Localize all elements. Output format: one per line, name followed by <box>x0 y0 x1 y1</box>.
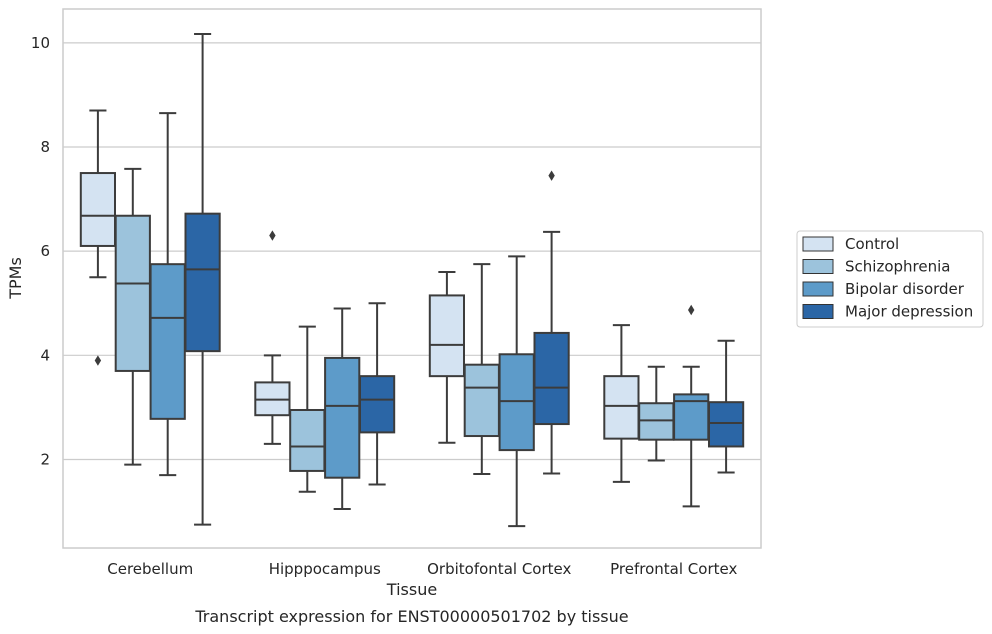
y-tick-label: 8 <box>40 138 50 156</box>
box-iqr <box>184 212 221 353</box>
box-major-depression <box>533 170 570 475</box>
legend-entry: Bipolar disorder <box>845 280 965 298</box>
box-iqr <box>498 353 535 452</box>
box-control <box>603 324 640 483</box>
outlier-point <box>269 230 276 241</box>
plot-area-frame <box>62 8 762 549</box>
box-iqr <box>428 294 466 378</box>
box-iqr <box>79 172 117 247</box>
box-groups <box>79 32 745 528</box>
x-axis-label: Tissue <box>386 580 437 599</box>
legend-swatch <box>802 281 834 297</box>
legend-entry: Major depression <box>845 303 973 321</box>
box-control <box>254 230 291 445</box>
outlier-point <box>548 170 555 181</box>
box-iqr <box>289 408 326 472</box>
box-major-depression <box>358 302 396 486</box>
x-tick-label: Hipppocampus <box>269 560 381 578</box>
box-major-depression <box>184 32 221 526</box>
box-iqr <box>114 214 151 372</box>
box-iqr <box>533 331 570 426</box>
legend-swatch <box>802 236 834 252</box>
y-tick-label: 2 <box>40 450 50 468</box>
box-iqr <box>638 402 675 441</box>
box-bipolar-disorder <box>324 307 361 510</box>
box-iqr <box>707 401 745 448</box>
box-iqr <box>324 356 361 479</box>
legend-entry: Control <box>845 235 899 253</box>
y-tick-label: 4 <box>40 346 50 364</box>
y-tick-label: 10 <box>31 34 50 52</box>
box-iqr <box>463 363 500 438</box>
box-bipolar-disorder <box>498 255 535 528</box>
box-bipolar-disorder <box>673 304 710 508</box>
box-iqr <box>358 375 396 434</box>
box-control <box>79 109 117 366</box>
chart-caption: Transcript expression for ENST0000050170… <box>194 607 628 626</box>
legend-swatch <box>802 259 834 274</box>
box-schizophrenia <box>463 263 500 476</box>
legend-frame <box>796 230 984 328</box>
box-schizophrenia <box>289 325 326 493</box>
y-axis-label: TPMs <box>6 257 25 300</box>
legend: Control Schizophrenia Bipolar disorder Majo… <box>796 230 984 328</box>
box-control <box>428 270 466 444</box>
box-schizophrenia <box>638 365 675 462</box>
box-major-depression <box>707 339 745 474</box>
y-axis-ticks: 2 4 6 8 10 <box>31 34 50 469</box>
y-tick-label: 6 <box>40 242 50 260</box>
x-tick-label: Orbitofontal Cortex <box>427 560 571 578</box>
box-schizophrenia <box>114 167 151 466</box>
x-tick-label: Prefrontal Cortex <box>610 560 737 578</box>
x-axis-ticks: Cerebellum Hipppocampus Orbitofontal Corte… <box>107 560 737 578</box>
outlier-point <box>94 355 102 366</box>
box-iqr <box>603 375 640 440</box>
x-tick-label: Cerebellum <box>107 560 193 578</box>
outlier-point <box>688 304 695 316</box>
legend-swatch <box>802 304 834 319</box>
box-iqr <box>149 263 186 420</box>
box-bipolar-disorder <box>149 112 186 477</box>
legend-entry: Schizophrenia <box>845 258 950 276</box>
